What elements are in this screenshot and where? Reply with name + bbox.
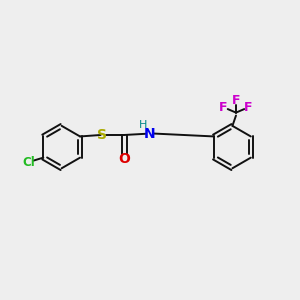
Text: F: F	[244, 101, 253, 114]
Text: F: F	[219, 101, 228, 114]
Text: H: H	[139, 120, 147, 130]
Text: N: N	[143, 127, 155, 140]
Text: F: F	[232, 94, 240, 107]
Text: O: O	[118, 152, 130, 167]
Text: Cl: Cl	[22, 156, 35, 169]
Text: S: S	[97, 128, 107, 142]
